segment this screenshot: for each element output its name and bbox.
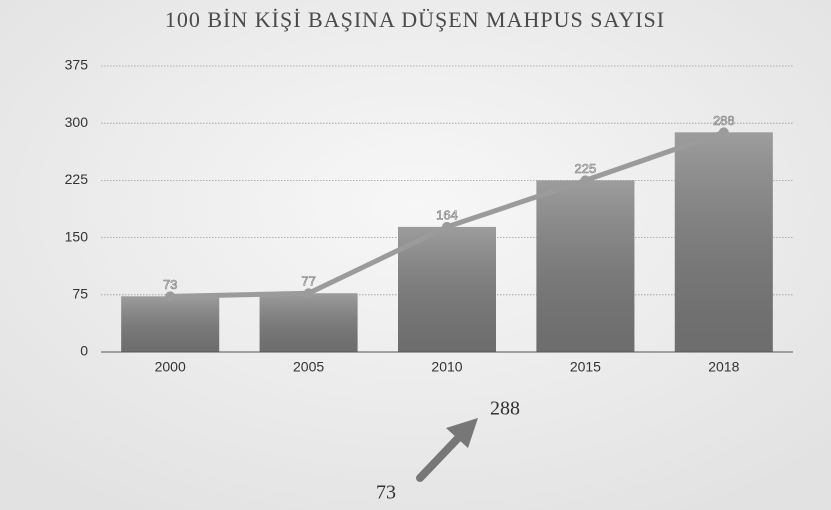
line-marker [303, 288, 314, 299]
chart-title: 100 BİN KİŞİ BAŞINA DÜŞEN MAHPUS SAYISI [165, 7, 665, 32]
line-marker [165, 291, 176, 302]
line-marker [718, 127, 729, 138]
data-label: 225 [575, 161, 597, 176]
x-tick-label: 2010 [431, 359, 462, 375]
y-tick-label: 225 [65, 171, 89, 187]
y-tick-label: 75 [72, 286, 88, 302]
data-label: 164 [436, 207, 458, 222]
x-tick-label: 2018 [708, 359, 739, 375]
bar-shade [536, 180, 635, 352]
bar-shade [259, 293, 358, 352]
y-tick-label: 0 [80, 343, 88, 359]
x-tick-label: 2000 [155, 359, 186, 375]
annotation: 73 [376, 482, 396, 504]
line-marker [580, 175, 591, 186]
line-marker [442, 221, 452, 232]
bar-shade [398, 226, 496, 352]
data-label: 288 [713, 113, 735, 128]
bar-shade [674, 132, 773, 352]
x-tick-label: 2005 [293, 359, 324, 375]
data-label: 77 [301, 274, 315, 289]
x-tick-label: 2015 [570, 359, 601, 375]
arrow-head [446, 418, 478, 448]
plot: 0 75 150 225 300 375 2000 2005 2010 2015 2018 73 77 1… [65, 57, 793, 375]
y-tick-label: 150 [65, 228, 89, 244]
y-tick-label: 375 [65, 57, 89, 73]
bar-shade [121, 296, 220, 352]
arrow-shaft [416, 430, 466, 482]
annotation: 288 [490, 398, 520, 420]
data-label: 73 [163, 277, 177, 292]
y-tick-label: 300 [65, 114, 89, 130]
